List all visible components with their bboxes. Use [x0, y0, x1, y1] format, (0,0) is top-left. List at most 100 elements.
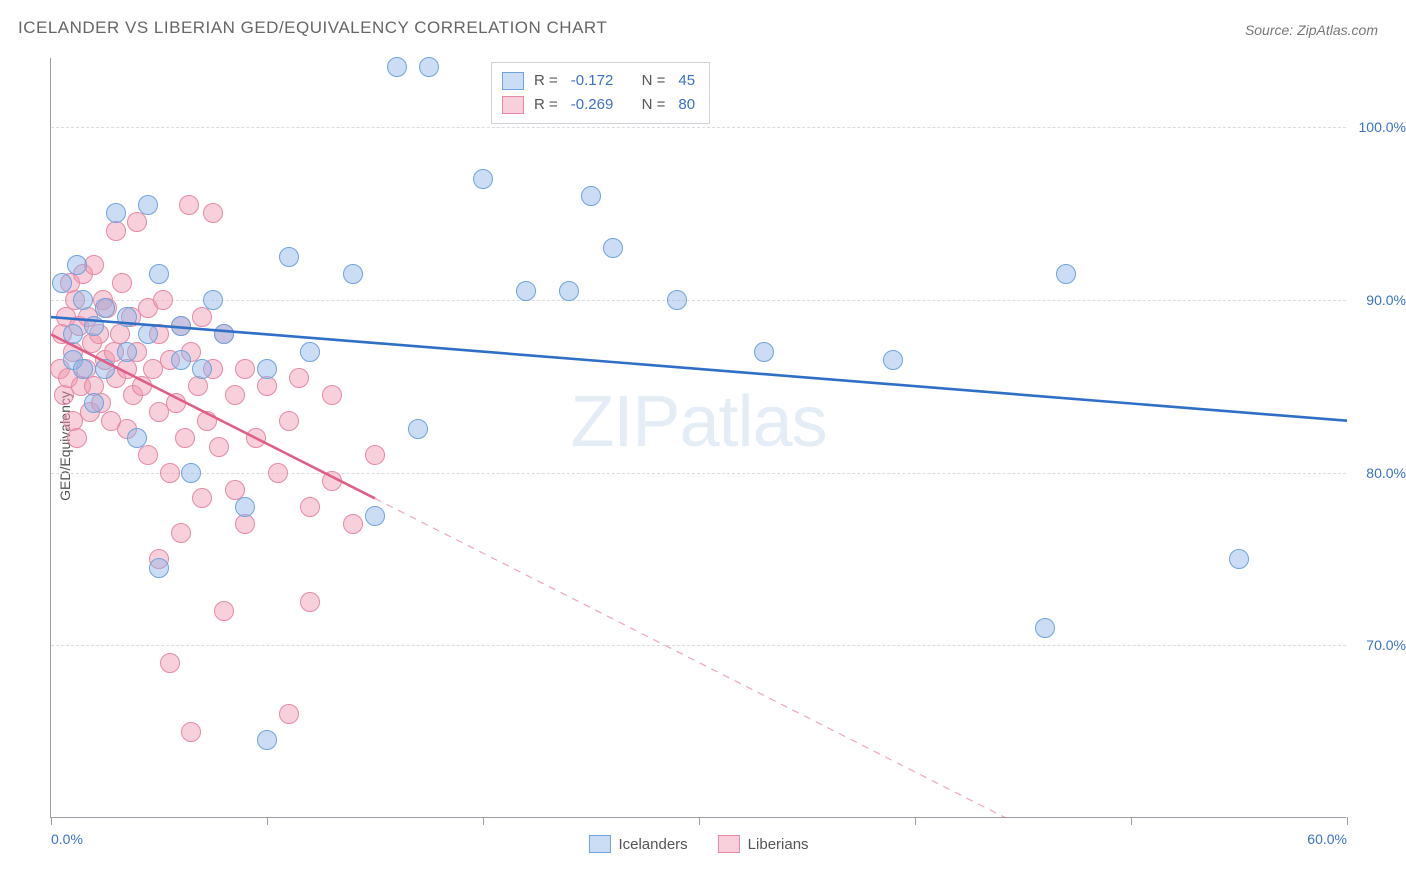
gridline-h: [51, 300, 1346, 301]
trendline-liberians-dashed: [375, 498, 1347, 818]
marker-icelanders: [67, 255, 87, 275]
watermark-thin: atlas: [679, 382, 826, 462]
marker-liberians: [192, 488, 212, 508]
marker-liberians: [153, 290, 173, 310]
marker-icelanders: [138, 324, 158, 344]
marker-icelanders: [300, 342, 320, 362]
legend-item-icelanders: Icelanders: [588, 835, 687, 853]
y-tick-label: 90.0%: [1351, 292, 1406, 308]
marker-liberians: [300, 592, 320, 612]
marker-icelanders: [181, 463, 201, 483]
marker-liberians: [166, 393, 186, 413]
marker-icelanders: [1056, 264, 1076, 284]
marker-liberians: [225, 385, 245, 405]
marker-icelanders: [84, 393, 104, 413]
legend-label-icelanders: Icelanders: [618, 836, 687, 853]
marker-liberians: [300, 497, 320, 517]
marker-liberians: [192, 307, 212, 327]
marker-liberians: [181, 722, 201, 742]
marker-liberians: [84, 255, 104, 275]
marker-icelanders: [279, 247, 299, 267]
marker-icelanders: [73, 359, 93, 379]
marker-icelanders: [1229, 549, 1249, 569]
y-tick-label: 70.0%: [1351, 637, 1406, 653]
marker-liberians: [67, 428, 87, 448]
marker-liberians: [127, 212, 147, 232]
marker-icelanders: [149, 264, 169, 284]
marker-icelanders: [171, 316, 191, 336]
marker-liberians: [138, 445, 158, 465]
marker-liberians: [179, 195, 199, 215]
marker-icelanders: [387, 57, 407, 77]
bottom-legend: Icelanders Liberians: [588, 835, 808, 853]
marker-icelanders: [516, 281, 536, 301]
marker-icelanders: [235, 497, 255, 517]
marker-icelanders: [192, 359, 212, 379]
marker-icelanders: [73, 290, 93, 310]
x-tick-label: 0.0%: [51, 831, 83, 847]
x-tick: [699, 817, 700, 825]
marker-liberians: [268, 463, 288, 483]
marker-liberians: [279, 411, 299, 431]
gridline-h: [51, 645, 1346, 646]
marker-liberians: [112, 273, 132, 293]
marker-liberians: [257, 376, 277, 396]
r-value-liberians: -0.269: [571, 93, 614, 117]
n-value-icelanders: 45: [678, 69, 695, 93]
marker-icelanders: [138, 195, 158, 215]
stats-row-icelanders: R = -0.172 N = 45: [502, 69, 695, 93]
legend-item-liberians: Liberians: [718, 835, 809, 853]
marker-liberians: [279, 704, 299, 724]
marker-icelanders: [883, 350, 903, 370]
marker-icelanders: [214, 324, 234, 344]
marker-icelanders: [343, 264, 363, 284]
marker-liberians: [322, 385, 342, 405]
marker-liberians: [117, 359, 137, 379]
swatch-icelanders: [502, 72, 524, 90]
marker-icelanders: [117, 342, 137, 362]
marker-liberians: [188, 376, 208, 396]
gridline-h: [51, 473, 1346, 474]
n-value-liberians: 80: [678, 93, 695, 117]
marker-icelanders: [603, 238, 623, 258]
swatch-icelanders: [588, 835, 610, 853]
marker-liberians: [197, 411, 217, 431]
marker-icelanders: [419, 57, 439, 77]
r-value-icelanders: -0.172: [571, 69, 614, 93]
x-tick: [483, 817, 484, 825]
marker-icelanders: [149, 558, 169, 578]
marker-icelanders: [84, 316, 104, 336]
marker-liberians: [171, 523, 191, 543]
marker-liberians: [235, 359, 255, 379]
marker-liberians: [132, 376, 152, 396]
marker-icelanders: [95, 359, 115, 379]
x-tick: [915, 817, 916, 825]
marker-icelanders: [667, 290, 687, 310]
n-label: N =: [642, 93, 666, 117]
marker-icelanders: [52, 273, 72, 293]
marker-icelanders: [171, 350, 191, 370]
marker-liberians: [203, 203, 223, 223]
marker-icelanders: [257, 730, 277, 750]
watermark: ZIPatlas: [570, 381, 826, 463]
watermark-bold: ZIP: [570, 382, 679, 462]
swatch-liberians: [502, 96, 524, 114]
marker-liberians: [235, 514, 255, 534]
r-label: R =: [534, 93, 558, 117]
x-tick-label: 60.0%: [1307, 831, 1347, 847]
marker-icelanders: [365, 506, 385, 526]
marker-liberians: [289, 368, 309, 388]
marker-liberians: [246, 428, 266, 448]
marker-icelanders: [754, 342, 774, 362]
y-tick-label: 100.0%: [1351, 119, 1406, 135]
stats-legend-box: R = -0.172 N = 45 R = -0.269 N = 80: [491, 62, 710, 124]
marker-icelanders: [95, 298, 115, 318]
chart-title: ICELANDER VS LIBERIAN GED/EQUIVALENCY CO…: [18, 18, 607, 38]
x-tick: [51, 817, 52, 825]
x-tick: [267, 817, 268, 825]
marker-liberians: [160, 653, 180, 673]
marker-icelanders: [63, 324, 83, 344]
marker-icelanders: [203, 290, 223, 310]
n-label: N =: [642, 69, 666, 93]
legend-label-liberians: Liberians: [748, 836, 809, 853]
